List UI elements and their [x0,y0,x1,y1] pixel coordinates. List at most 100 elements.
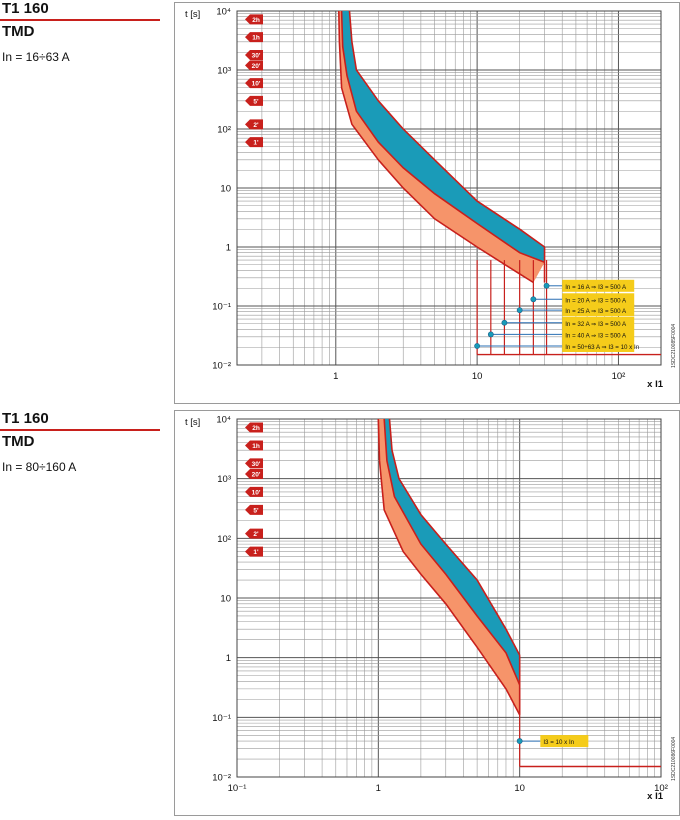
lower-band [378,419,520,715]
time-marker-label: 1h [252,443,260,450]
chart-2-frame: I3 = 10 x In 2h 1h 30' 20' 10' 5' 2' 1' 10⁴ 10³ 10²… [174,410,680,816]
instantaneous-label: In = 16 A ⇒ I3 = 500 A [565,284,627,291]
instantaneous-point [501,319,508,326]
time-marker-tag [245,504,263,515]
instantaneous-label: In = 20 A ⇒ I3 = 500 A [565,297,627,304]
time-marker-label: 2' [253,531,259,538]
time-marker-tag [245,458,263,469]
instantaneous-point [487,331,494,338]
instantaneous-label: I3 = 10 x In [543,739,574,746]
y-tick-label: 10⁴ [216,415,231,426]
y-tick-label: 10 [220,184,231,195]
instantaneous-point [516,738,523,744]
upper-bound-line [388,418,521,656]
x-tick-label: 10 [514,783,525,794]
time-marker-tag [245,78,263,89]
time-marker-label: 20' [252,63,261,70]
y-tick-label: 10⁴ [216,7,231,18]
time-marker-label: 1' [253,140,259,147]
trip-curve-chart-2: I3 = 10 x In 2h 1h 30' 20' 10' 5' 2' 1' 10⁴ 10³ 10²… [185,415,677,803]
panel-2-rating: In = 80÷160 A [2,460,77,474]
time-marker-label: 2h [252,17,260,24]
panel-1-rule [0,19,160,21]
time-marker-label: 5' [253,507,259,514]
instantaneous-point [530,296,537,303]
x-tick-label: 1 [376,783,381,794]
x-tick-label: 10⁻¹ [228,783,247,794]
time-marker-label: 1' [253,549,259,556]
time-marker-tag [245,32,263,43]
y-tick-label: 10 [220,594,231,605]
instantaneous-label-box [562,316,635,329]
time-marker-tag [245,119,263,130]
x-axis-label: x I1 [647,791,664,802]
grid [236,418,662,778]
instantaneous-label: In = 40 A ⇒ I3 = 500 A [565,332,627,339]
upper-band [341,11,545,263]
drawing-code: 1SDC210085F0004 [671,324,677,368]
chart-1-frame: In = 16 A ⇒ I3 = 500 A In = 20 A ⇒ I3 = 5… [174,2,680,404]
time-marker-label: 30' [252,461,261,468]
time-marker-label: 10' [252,81,261,88]
instantaneous-label-box [562,339,635,352]
time-marker-tag [245,546,263,557]
instantaneous-label: In = 25 A ⇒ I3 = 500 A [565,308,627,315]
plot-border [236,418,662,778]
time-marker-tag [245,422,263,433]
instantaneous-label-box [540,735,589,748]
panel-1-model: T1 160 [2,0,49,17]
panel-2-labels: T1 160 TMD In = 80÷160 A [0,410,172,475]
time-marker-tag [245,440,263,451]
y-tick-label: 10³ [217,66,231,77]
time-marker-label: 2h [252,425,260,432]
y-tick-label: 10⁻² [212,773,231,784]
instantaneous-point [474,343,481,349]
time-marker-tag [245,486,263,497]
time-marker-tag [245,60,263,71]
lower-bound-line [338,10,534,284]
x-tick-label: 10 [472,371,483,382]
instantaneous-label-box [562,328,635,341]
plot-border [236,10,662,366]
time-marker-label: 10' [252,489,261,496]
upper-bound-line [348,10,546,248]
time-marker-label: 1h [252,35,260,42]
panel-2-model: T1 160 [2,410,49,427]
time-marker-tag [245,468,263,479]
y-tick-label: 10² [217,125,231,136]
instantaneous-point [516,307,523,314]
instantaneous-label-box [562,304,635,317]
y-axis-label: t [s] [185,9,200,20]
time-marker-label: 5' [253,98,259,105]
instantaneous-label-box [562,279,635,292]
instantaneous-label-box [562,293,635,306]
y-tick-label: 10⁻¹ [212,302,231,313]
panel-1-labels: T1 160 TMD In = 16÷63 A [0,0,172,65]
time-marker-label: 2' [253,122,259,129]
y-tick-label: 10² [217,534,231,545]
instantaneous-label: In = 32 A ⇒ I3 = 500 A [565,321,627,328]
mid-bound-line [340,10,545,264]
panel-1-rating: In = 16÷63 A [2,50,70,64]
x-tick-label: 10² [654,783,668,794]
time-marker-tag [245,14,263,25]
y-tick-label: 10⁻¹ [212,713,231,724]
y-tick-label: 1 [226,653,231,664]
lower-band [338,11,545,283]
time-marker-label: 30' [252,52,261,59]
y-tick-label: 10⁻² [212,361,231,372]
time-marker-tag [245,528,263,539]
mid-bound-line [383,418,521,686]
x-tick-label: 10² [612,371,626,382]
y-tick-label: 1 [226,243,231,254]
x-tick-label: 1 [333,371,338,382]
drawing-code: 1SDC210086F0004 [671,737,677,781]
lower-bound-line [377,418,521,716]
instantaneous-label: In = 50÷63 A ⇒ I3 = 10 x In [565,344,640,351]
y-tick-label: 10³ [217,474,231,485]
y-axis-label: t [s] [185,417,200,428]
trip-curve-chart-1: In = 16 A ⇒ I3 = 500 A In = 20 A ⇒ I3 = 5… [185,7,677,391]
time-marker-tag [245,95,263,106]
x-axis-label: x I1 [647,379,664,390]
time-marker-tag [245,137,263,148]
